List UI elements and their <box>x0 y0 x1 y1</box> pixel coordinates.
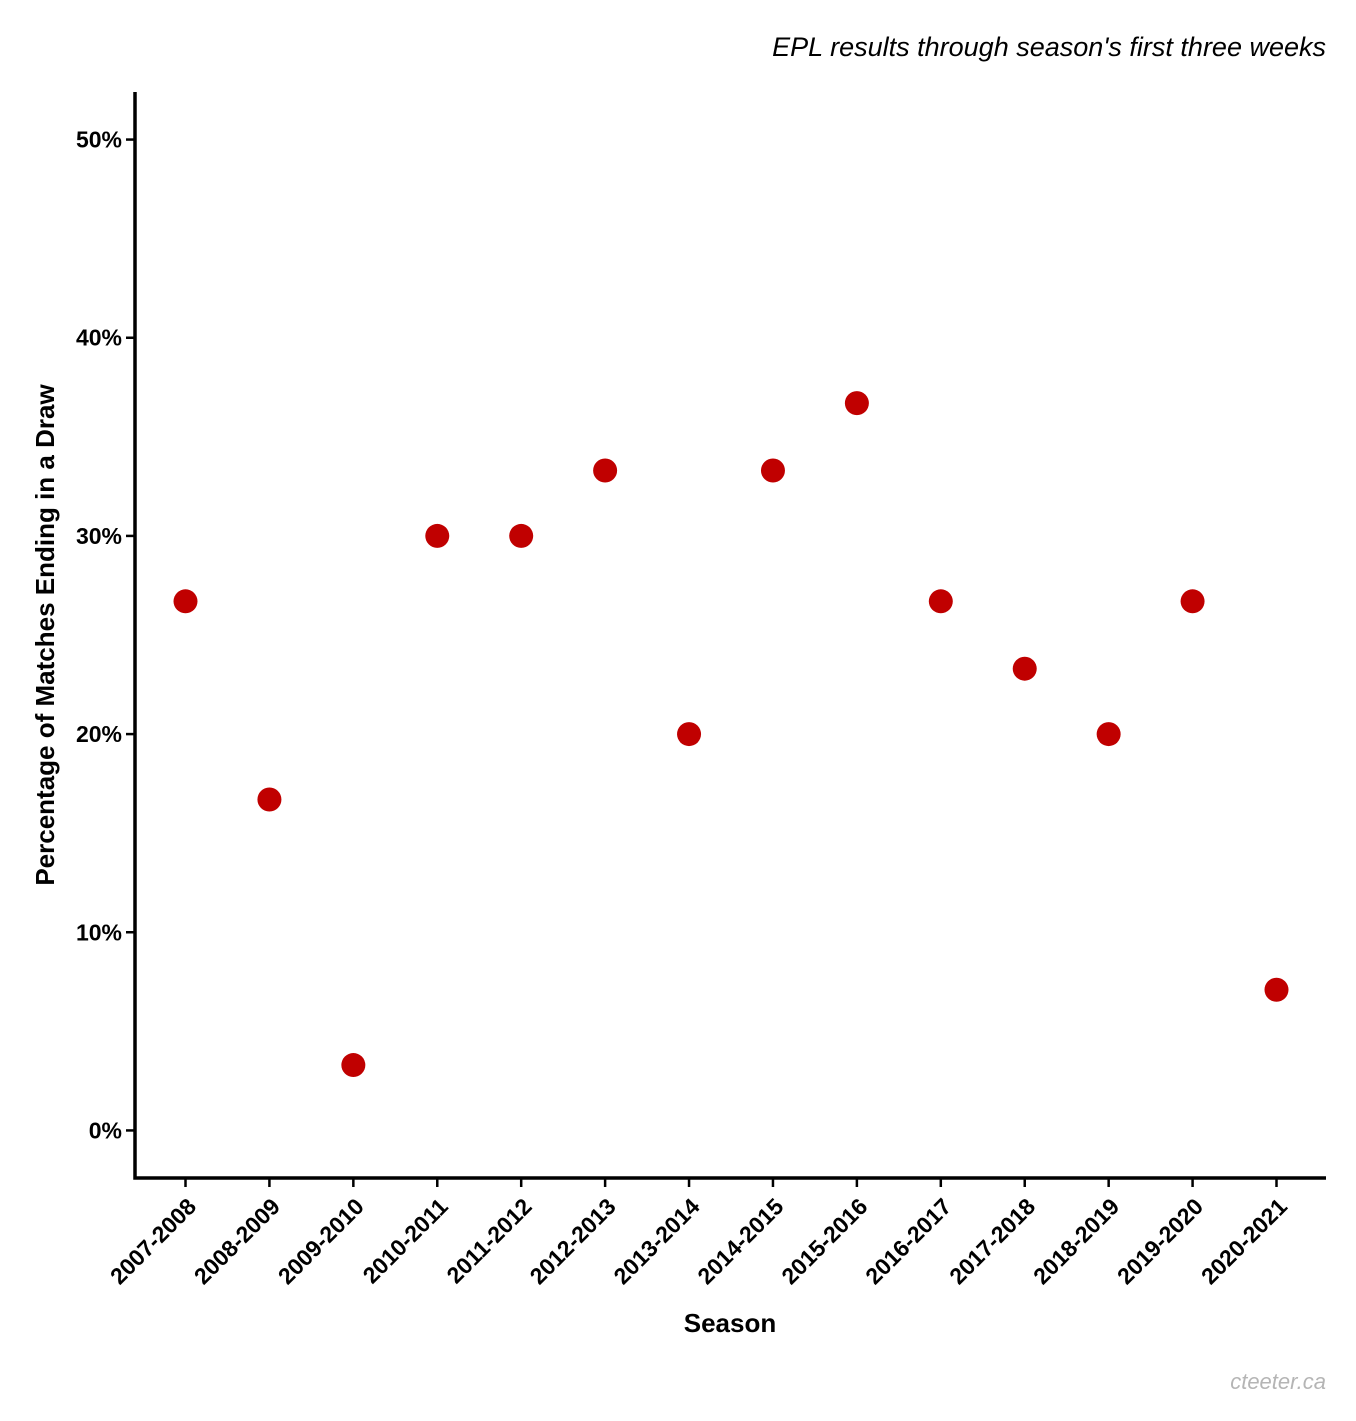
data-point <box>677 722 702 747</box>
x-tick-label: 2018-2019 <box>1028 1193 1124 1289</box>
data-point <box>760 458 785 483</box>
x-tick-label: 2013-2014 <box>608 1193 704 1289</box>
data-point <box>1180 589 1205 614</box>
data-point <box>928 589 953 614</box>
x-tick-label: 2009-2010 <box>273 1193 369 1289</box>
caption-credit: cteeter.ca <box>1230 1369 1326 1394</box>
x-tick-label: 2016-2017 <box>860 1193 956 1289</box>
y-tick-label: 40% <box>76 325 122 351</box>
x-tick-label: 2008-2009 <box>189 1193 285 1289</box>
x-axis-ticks: 2007-20082008-20092009-20102010-20112011… <box>105 1178 1292 1289</box>
data-point <box>1264 977 1289 1002</box>
y-tick-label: 30% <box>76 523 122 549</box>
axis-lines <box>133 92 1326 1180</box>
x-axis-title: Season <box>684 1308 777 1338</box>
x-tick-label: 2012-2013 <box>524 1193 620 1289</box>
x-tick-label: 2019-2020 <box>1112 1193 1208 1289</box>
x-tick-label: 2011-2012 <box>441 1193 536 1288</box>
data-point <box>173 589 198 614</box>
data-point <box>1012 656 1037 681</box>
data-points <box>173 391 1289 1078</box>
x-tick-label: 2015-2016 <box>776 1193 872 1289</box>
x-tick-label: 2010-2011 <box>358 1193 453 1288</box>
x-tick-label: 2020-2021 <box>1196 1193 1292 1289</box>
x-tick-label: 2017-2018 <box>944 1193 1040 1289</box>
x-tick-label: 2007-2008 <box>105 1193 201 1289</box>
data-point <box>509 523 534 548</box>
chart-subtitle: EPL results through season's first three… <box>772 32 1326 62</box>
data-point <box>257 787 282 812</box>
y-axis-title: Percentage of Matches Ending in a Draw <box>30 384 60 886</box>
y-tick-label: 0% <box>89 1117 122 1143</box>
data-point <box>844 391 869 416</box>
y-tick-label: 10% <box>76 919 122 945</box>
data-point <box>425 523 450 548</box>
y-axis-ticks: 0% 10% 20% 30% 40% 50% <box>76 127 135 1143</box>
x-tick-label: 2014-2015 <box>692 1193 788 1289</box>
y-tick-label: 20% <box>76 721 122 747</box>
data-point <box>1096 722 1121 747</box>
y-tick-label: 50% <box>76 127 122 153</box>
data-point <box>341 1053 366 1078</box>
data-point <box>593 458 618 483</box>
